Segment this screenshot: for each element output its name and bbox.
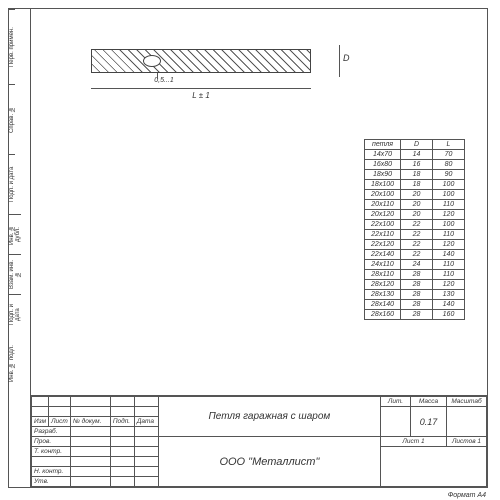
bore-circle	[143, 55, 161, 67]
tb-col-podp: Подп.	[110, 417, 134, 427]
spec-cell: 22х100	[365, 220, 401, 230]
spec-cell: 28	[401, 270, 433, 280]
tb-mass-value: 0.17	[411, 407, 447, 437]
spec-cell: 18х100	[365, 180, 401, 190]
dimension-tolerance: 0,5...1	[149, 77, 179, 84]
spec-cell: 28	[401, 290, 433, 300]
sidebar-inv-podl: Инв. № подл.	[9, 334, 15, 394]
spec-cell: 16	[401, 160, 433, 170]
spec-cell: 28	[401, 310, 433, 320]
spec-cell: 28х130	[365, 290, 401, 300]
spec-cell: 14	[401, 150, 433, 160]
spec-cell: 22х140	[365, 250, 401, 260]
dim-d-label: D	[343, 53, 350, 63]
spec-cell: 140	[433, 250, 465, 260]
spec-cell: 14х70	[365, 150, 401, 160]
spec-cell: 130	[433, 290, 465, 300]
dimension-l: L ± 1	[91, 91, 311, 100]
spec-header: D	[401, 140, 433, 150]
tb-scale-label: Масштаб	[447, 397, 487, 407]
format-label: Формат А4	[448, 492, 486, 499]
tb-mass-label: Масса	[411, 397, 447, 407]
spec-cell: 18	[401, 180, 433, 190]
spec-header: петля	[365, 140, 401, 150]
spec-cell: 20	[401, 190, 433, 200]
spec-cell: 28х160	[365, 310, 401, 320]
tb-col-data: Дата	[134, 417, 158, 427]
spec-cell: 16х80	[365, 160, 401, 170]
spec-cell: 100	[433, 190, 465, 200]
spec-header: L	[433, 140, 465, 150]
tb-col-izm: Изм	[32, 417, 49, 427]
spec-cell: 90	[433, 170, 465, 180]
spec-cell: 24	[401, 260, 433, 270]
tb-role: Н. контр.	[32, 467, 71, 477]
sidebar-perv-primen: Перв. примен.	[9, 9, 15, 84]
part-drawing: D 0,5...1 L ± 1	[91, 49, 331, 99]
company-name: ООО "Металлист"	[158, 437, 380, 487]
spec-cell: 120	[433, 210, 465, 220]
spec-cell: 28х140	[365, 300, 401, 310]
spec-cell: 140	[433, 300, 465, 310]
spec-cell: 22	[401, 240, 433, 250]
spec-cell: 20	[401, 200, 433, 210]
drawing-frame: D 0,5...1 L ± 1 петля D L 14х701470 16х80…	[30, 8, 488, 488]
sidebar-inv-dubl: Инв. № дубл.	[9, 214, 21, 254]
part-title: Петля гаражная с шаром	[158, 397, 380, 437]
spec-cell: 20х120	[365, 210, 401, 220]
spec-table: петля D L 14х701470 16х801680 18х901890 18х…	[364, 139, 465, 320]
sidebar-podp-data-2: Подп. и дата	[9, 294, 21, 334]
tb-lit-label: Лит.	[381, 397, 411, 407]
spec-cell: 110	[433, 270, 465, 280]
tb-role: Т. контр.	[32, 447, 71, 457]
spec-cell: 28х120	[365, 280, 401, 290]
tb-col-docnum: № докум.	[70, 417, 110, 427]
dimension-d: D	[333, 45, 353, 77]
gost-sidebar: Перв. примен. Справ. № Подп. и дата Инв.…	[8, 8, 30, 488]
sidebar-podp-data-1: Подп. и дата	[9, 154, 15, 214]
spec-cell: 18	[401, 170, 433, 180]
spec-cell: 110	[433, 200, 465, 210]
spec-cell: 120	[433, 240, 465, 250]
spec-cell: 28	[401, 280, 433, 290]
tb-role: Пров.	[32, 437, 71, 447]
spec-cell: 120	[433, 280, 465, 290]
spec-cell: 18х90	[365, 170, 401, 180]
spec-cell: 20х110	[365, 200, 401, 210]
title-block: Петля гаражная с шаром Лит. Масса Масшта…	[31, 395, 487, 487]
spec-cell: 100	[433, 180, 465, 190]
spec-cell: 22х110	[365, 230, 401, 240]
spec-cell: 22	[401, 250, 433, 260]
spec-cell: 110	[433, 260, 465, 270]
sidebar-sprav-no: Справ. №	[9, 84, 15, 154]
spec-cell: 24х110	[365, 260, 401, 270]
tb-sheets: Листов 1	[447, 437, 487, 447]
spec-cell: 100	[433, 220, 465, 230]
hatch-fill	[92, 50, 310, 72]
spec-cell: 28х110	[365, 270, 401, 280]
spec-cell: 80	[433, 160, 465, 170]
tb-sheet: Лист 1	[381, 437, 447, 447]
tb-role: Утв.	[32, 477, 71, 487]
spec-cell: 160	[433, 310, 465, 320]
sidebar-vzam-inv: Взам. инв. №	[9, 254, 21, 294]
tb-role	[32, 457, 71, 467]
spec-cell: 20х100	[365, 190, 401, 200]
spec-cell: 22	[401, 230, 433, 240]
part-outline	[91, 49, 311, 73]
spec-cell: 70	[433, 150, 465, 160]
spec-cell: 28	[401, 300, 433, 310]
spec-cell: 110	[433, 230, 465, 240]
spec-cell: 20	[401, 210, 433, 220]
spec-cell: 22х120	[365, 240, 401, 250]
spec-cell: 22	[401, 220, 433, 230]
tb-col-list: Лист	[49, 417, 71, 427]
tb-role: Разраб.	[32, 427, 71, 437]
